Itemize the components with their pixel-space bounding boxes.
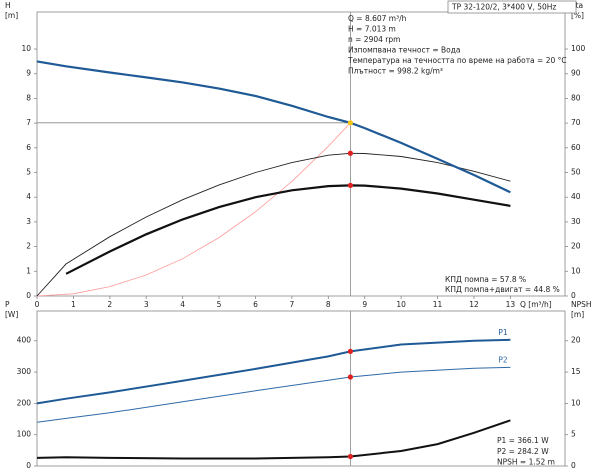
x-tick-label: 12 — [469, 300, 479, 309]
y-tick-label: 10 — [21, 44, 31, 53]
x-tick-label: 1 — [71, 300, 76, 309]
x-tick-label: 0 — [35, 300, 40, 309]
y2-axis-label: [m] — [571, 310, 584, 319]
y-axis-label: P — [5, 300, 10, 309]
plot-frame — [36, 310, 566, 467]
y2-axis-label: NPSH — [571, 300, 592, 309]
curve — [36, 60, 511, 194]
y-tick-label: 1 — [26, 266, 31, 275]
result-line: P2 = 284.2 W — [497, 447, 549, 456]
x-tick-label: 3 — [144, 300, 149, 309]
x-tick-label: 10 — [396, 300, 406, 309]
chart-title: TP 32-120/2, 3*400 V, 50Hz — [451, 3, 556, 12]
y2-tick-label: 5 — [571, 430, 576, 439]
info-line: Q = 8.607 m³/h — [348, 14, 407, 23]
plot-frame — [36, 11, 566, 297]
info-line: n = 2904 rpm — [348, 35, 400, 44]
y-axis-label: H — [5, 1, 11, 10]
y2-tick-label: 20 — [571, 336, 581, 345]
y-tick-label: 8 — [26, 93, 31, 102]
y-tick-label: 0 — [26, 461, 31, 470]
x-tick-label: 9 — [362, 300, 367, 309]
y-axis-label: [W] — [5, 310, 18, 319]
y2-tick-label: 20 — [571, 242, 581, 251]
curve — [36, 122, 351, 297]
curve-label: P2 — [498, 355, 508, 364]
x-tick-label: 2 — [107, 300, 112, 309]
operating-marker — [347, 374, 354, 380]
y-tick-label: 9 — [26, 69, 31, 78]
efficiency-line: КПД помпа = 57.8 % — [445, 275, 526, 284]
curve-label: P1 — [498, 328, 508, 337]
curve — [36, 366, 511, 423]
info-line: H = 7.013 m — [348, 25, 396, 34]
info-line: Изпомпвана течност = Вода — [348, 46, 461, 55]
x-tick-label: 13 — [506, 300, 516, 309]
y2-tick-label: 15 — [571, 367, 581, 376]
curve — [36, 338, 511, 405]
info-line: Температура на течността по време на раб… — [347, 56, 567, 65]
y2-tick-label: 30 — [571, 217, 581, 226]
y-tick-label: 7 — [26, 118, 31, 127]
title-box — [447, 0, 577, 14]
y2-axis-label: eta — [571, 1, 583, 10]
y-tick-label: 6 — [26, 143, 31, 152]
operating-marker — [347, 182, 354, 188]
y2-tick-label: 80 — [571, 93, 581, 102]
curve — [36, 152, 511, 297]
y-axis-label: [m] — [5, 11, 18, 20]
x-axis-label: Q [m³/h] — [520, 300, 552, 309]
operating-marker — [347, 348, 354, 354]
y-tick-label: 300 — [17, 367, 32, 376]
result-line: NPSH = 1.52 m — [497, 458, 555, 467]
y-tick-label: 200 — [17, 398, 32, 407]
operating-marker — [347, 453, 354, 460]
y2-tick-label: 100 — [571, 44, 586, 53]
y-tick-label: 5 — [26, 168, 31, 177]
curve — [65, 184, 511, 275]
x-tick-label: 11 — [433, 300, 443, 309]
y2-tick-label: 40 — [571, 192, 581, 201]
y2-tick-label: 60 — [571, 143, 581, 152]
y2-tick-label: 10 — [571, 266, 581, 275]
y2-tick-label: 0 — [571, 461, 576, 470]
y-tick-label: 2 — [26, 242, 31, 251]
x-tick-label: 4 — [180, 300, 185, 309]
y-tick-label: 400 — [17, 336, 32, 345]
y2-tick-label: 50 — [571, 168, 581, 177]
x-tick-label: 7 — [290, 300, 295, 309]
y-tick-label: 3 — [26, 217, 31, 226]
y2-tick-label: 10 — [571, 398, 581, 407]
x-tick-label: 6 — [253, 300, 258, 309]
efficiency-line: КПД помпа+двигат = 44.8 % — [445, 285, 560, 294]
y2-tick-label: 70 — [571, 118, 581, 127]
info-line: Плътност = 998.2 kg/m³ — [348, 67, 443, 76]
operating-marker — [347, 120, 354, 126]
operating-marker — [347, 150, 354, 156]
y-tick-label: 0 — [26, 291, 31, 300]
result-line: P1 = 366.1 W — [497, 436, 549, 445]
x-tick-label: 8 — [326, 300, 331, 309]
y2-tick-label: 0 — [571, 291, 576, 300]
x-tick-label: 5 — [217, 300, 222, 309]
y2-axis-label: [%] — [571, 11, 584, 20]
y-tick-label: 100 — [17, 430, 32, 439]
y2-tick-label: 90 — [571, 69, 581, 78]
y-tick-label: 4 — [26, 192, 31, 201]
curve — [36, 419, 511, 460]
